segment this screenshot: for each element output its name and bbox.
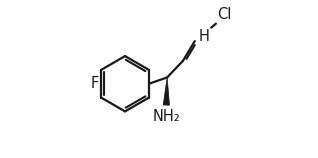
Text: NH₂: NH₂ [152, 109, 180, 124]
Polygon shape [163, 77, 169, 105]
Text: Cl: Cl [218, 7, 232, 22]
Text: F: F [91, 76, 99, 91]
Text: H: H [199, 29, 210, 44]
